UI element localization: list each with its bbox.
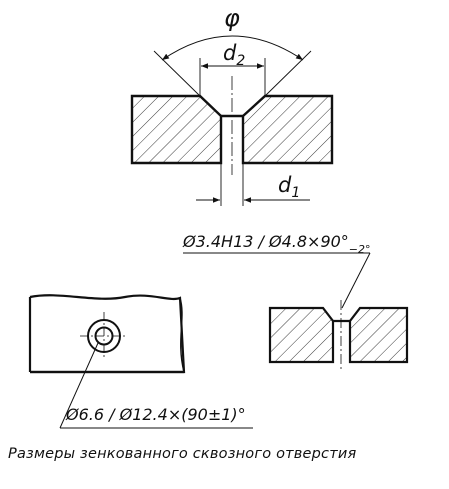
callout-right-text: Ø3.4H13 / Ø4.8×90°−2° xyxy=(182,232,371,256)
top-hatch-left xyxy=(132,96,221,163)
callout-left-text: Ø6.6 / Ø12.4×(90±1)° xyxy=(65,405,246,424)
plan-view xyxy=(28,294,186,374)
callout-left: Ø6.6 / Ø12.4×(90±1)° xyxy=(59,342,253,429)
top-outline xyxy=(130,94,334,165)
callout-left-leader xyxy=(59,342,99,429)
d1-label: d1 xyxy=(278,173,300,201)
figure-caption: Размеры зенкованного сквозного отверстия xyxy=(8,446,357,462)
plan-outline xyxy=(29,294,186,374)
small-section-view xyxy=(268,300,409,372)
d2-label: d2 xyxy=(223,41,245,69)
top-hatch-right xyxy=(243,96,332,163)
top-section-view: φ d2 d1 xyxy=(130,4,334,206)
callout-right-leader xyxy=(341,252,371,309)
angle-arc xyxy=(161,35,304,61)
callout-right: Ø3.4H13 / Ø4.8×90°−2° xyxy=(182,232,371,309)
angle-label: φ xyxy=(224,4,240,32)
